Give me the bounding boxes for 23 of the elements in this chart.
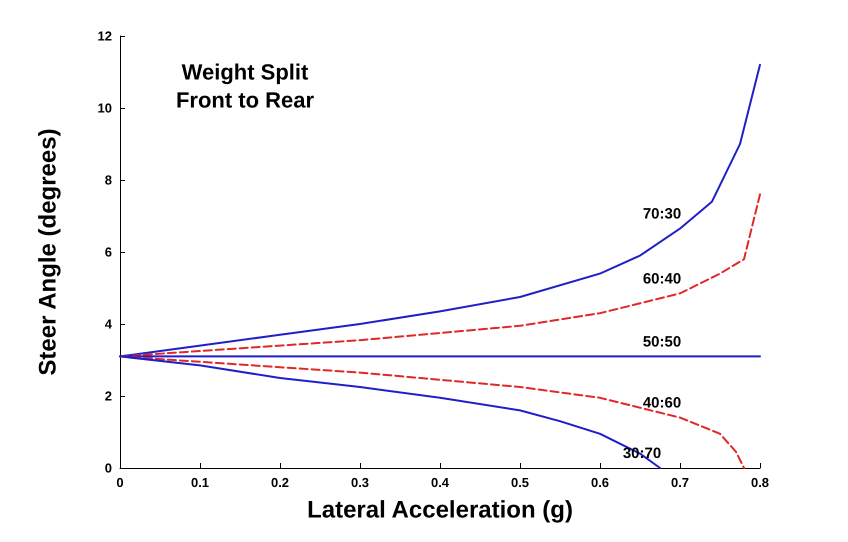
y-tick-label: 0 — [104, 460, 112, 476]
y-tick-label: 4 — [104, 316, 113, 332]
text: Weight Split Front to Rear — [176, 60, 314, 112]
series-label: 60:40 — [642, 270, 682, 288]
x-tick-label: 0.7 — [670, 475, 690, 490]
x-tick-label: 0.2 — [270, 475, 290, 490]
series-label: 70:30 — [642, 206, 682, 223]
x-tick-label: 0 — [116, 475, 124, 490]
x-tick-label: 0.6 — [590, 475, 610, 490]
y-tick-label: 12 — [98, 28, 112, 44]
y-axis-title: Steer Angle (degrees) — [34, 128, 62, 376]
x-tick-label: 0.8 — [750, 475, 770, 490]
y-tick-label: 6 — [104, 244, 112, 260]
x-tick-label: 0.4 — [430, 475, 450, 490]
x-tick-label: 0.5 — [510, 475, 530, 490]
series-label: 50:50 — [642, 333, 682, 350]
x-axis-title: Lateral Acceleration (g) — [307, 496, 573, 524]
series-label: 40:60 — [642, 394, 682, 412]
y-tick-label: 10 — [98, 100, 112, 116]
y-tick-label: 8 — [104, 172, 112, 188]
x-tick-label: 0.3 — [350, 475, 370, 490]
y-tick-label: 2 — [104, 388, 112, 404]
x-tick-label: 0.1 — [190, 475, 210, 490]
